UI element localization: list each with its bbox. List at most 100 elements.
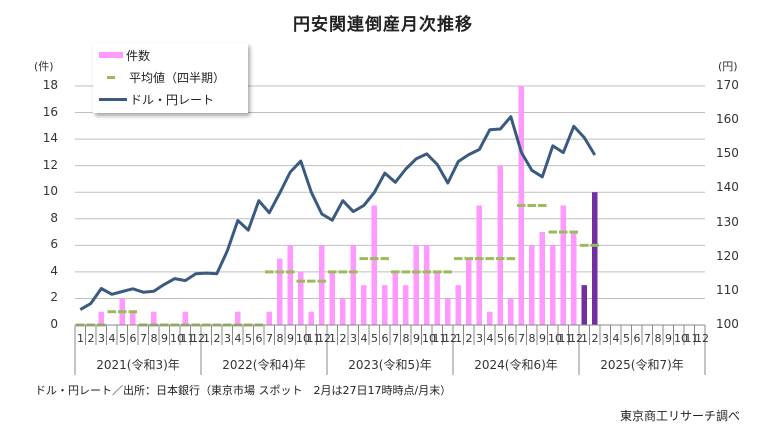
chart-title: 円安関連倒産月次推移 — [293, 15, 473, 35]
legend-label-count: 件数 — [126, 48, 151, 63]
month-label: 12 — [317, 332, 331, 345]
bar — [497, 165, 503, 325]
month-label: 11 — [558, 332, 573, 345]
month-label: 6 — [255, 332, 263, 345]
month-label: 3 — [476, 332, 483, 345]
bar — [487, 311, 493, 325]
right-tick-label: 160 — [716, 112, 739, 127]
legend-label-average: 平均値（四半期） — [129, 70, 226, 85]
bar — [592, 192, 598, 325]
rate-line — [79, 115, 597, 311]
chart-legend: 件数 平均値（四半期） ドル・円レート — [93, 43, 248, 113]
month-label: 10 — [422, 332, 436, 345]
bar — [235, 311, 241, 325]
bar — [434, 271, 440, 325]
left-tick-label: 10 — [42, 184, 58, 199]
month-label: 10 — [170, 332, 184, 345]
bar — [151, 311, 157, 325]
right-tick-label: 140 — [716, 180, 739, 195]
left-tick-label: 8 — [50, 210, 58, 225]
bar-swatch-icon — [99, 52, 123, 58]
month-label: 3 — [350, 332, 357, 345]
bar — [445, 298, 451, 325]
month-label: 5 — [623, 332, 630, 345]
month-label: 8 — [150, 332, 158, 345]
month-label: 4 — [108, 332, 116, 345]
left-tick-label: 18 — [42, 78, 58, 92]
bar — [266, 311, 272, 325]
month-label: 6 — [507, 332, 515, 345]
bar — [277, 258, 283, 325]
bar — [403, 285, 409, 325]
dash-swatch-icon — [107, 75, 115, 79]
month-label: 5 — [245, 332, 252, 345]
month-label: 9 — [665, 332, 672, 345]
year-label: 2022(令和4)年 — [222, 358, 306, 372]
year-label: 2024(令和6)年 — [474, 358, 558, 372]
bar — [571, 232, 577, 325]
bar — [361, 285, 367, 325]
right-tick-label: 150 — [716, 146, 739, 161]
month-label: 11 — [180, 332, 195, 345]
bar — [529, 245, 535, 325]
month-label: 10 — [674, 332, 688, 345]
line-swatch-icon — [99, 97, 127, 101]
year-label: 2021(令和3)年 — [96, 358, 180, 372]
month-label: 11 — [306, 332, 321, 345]
month-label: 8 — [528, 332, 536, 345]
month-label: 7 — [266, 332, 273, 345]
month-label: 7 — [518, 332, 525, 345]
credit: 東京商工リサーチ調べ — [620, 409, 741, 423]
bar — [455, 285, 461, 325]
bar — [340, 298, 346, 325]
bar — [476, 205, 482, 325]
legend-item-average: 平均値（四半期） — [99, 68, 225, 86]
right-tick-label: 110 — [716, 282, 739, 297]
month-label: 8 — [276, 332, 284, 345]
left-tick-label: 0 — [50, 317, 58, 331]
month-label: 12 — [443, 332, 457, 345]
month-label: 6 — [381, 332, 389, 345]
source-note: ドル・円レート／出所：日本銀行（東京市場 スポット 2月は27日17時時点/月末… — [35, 384, 452, 397]
bar — [508, 298, 514, 325]
month-label: 6 — [129, 332, 137, 345]
left-tick-label: 4 — [50, 263, 58, 278]
month-label: 3 — [602, 332, 609, 345]
bar — [287, 245, 293, 325]
month-label: 12 — [695, 332, 709, 345]
month-label: 4 — [612, 332, 620, 345]
right-axis-unit: (円) — [718, 60, 738, 73]
bar — [560, 205, 566, 325]
month-label: 12 — [191, 332, 205, 345]
month-label: 4 — [360, 332, 368, 345]
left-tick-label: 6 — [50, 237, 58, 252]
month-label: 4 — [234, 332, 242, 345]
right-tick-label: 120 — [716, 248, 739, 263]
bar — [550, 245, 556, 325]
month-label: 1 — [77, 332, 84, 345]
left-tick-label: 16 — [42, 104, 58, 119]
right-tick-label: 130 — [716, 214, 739, 229]
bar — [413, 245, 419, 325]
month-label: 10 — [548, 332, 562, 345]
month-label: 10 — [296, 332, 310, 345]
bar — [329, 271, 335, 325]
month-label: 1 — [203, 332, 210, 345]
bar — [581, 285, 587, 325]
month-label: 5 — [497, 332, 504, 345]
month-label: 1 — [581, 332, 588, 345]
year-label: 2025(令和7)年 — [600, 358, 684, 372]
month-label: 4 — [486, 332, 494, 345]
month-label: 9 — [539, 332, 546, 345]
month-label: 3 — [224, 332, 231, 345]
bar — [424, 245, 430, 325]
left-tick-label: 14 — [42, 131, 58, 146]
month-label: 8 — [654, 332, 662, 345]
month-label: 8 — [402, 332, 410, 345]
bar — [466, 258, 472, 325]
bar — [308, 311, 314, 325]
month-label: 9 — [287, 332, 294, 345]
legend-label-rate: ドル・円レート — [130, 92, 215, 107]
month-label: 2 — [213, 332, 221, 345]
